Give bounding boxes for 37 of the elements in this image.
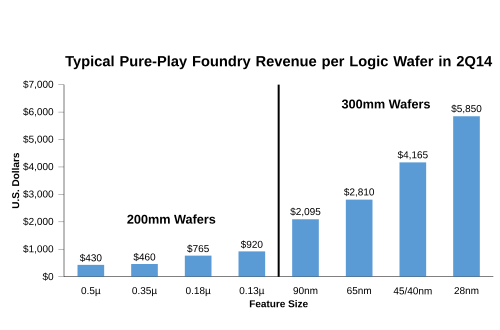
bar: [184, 256, 212, 277]
y-tick-label: $3,000: [23, 190, 54, 199]
bar: [292, 219, 319, 277]
annotation: 200mm Wafers: [127, 214, 216, 224]
data-label: $2,810: [344, 188, 374, 197]
x-tick-label: 28nm: [454, 287, 478, 294]
bar: [131, 264, 158, 277]
data-label: $430: [80, 254, 102, 262]
bar: [453, 116, 480, 277]
data-label: $920: [240, 240, 263, 248]
data-label: $4,165: [398, 150, 428, 160]
y-tick-label: $0: [42, 272, 54, 281]
bar: [346, 200, 372, 277]
bar: [78, 264, 104, 277]
bar: [238, 251, 266, 277]
x-tick-label: 0.18µ: [186, 287, 211, 296]
y-tick-label: $2,000: [23, 217, 54, 226]
y-tick-label: $7,000: [23, 80, 54, 90]
y-tick-label: $6,000: [23, 108, 54, 116]
x-tick-label: 65nm: [347, 287, 372, 294]
data-label: $765: [187, 244, 209, 253]
data-label: $2,095: [290, 208, 320, 216]
chart-title: Typical Pure-Play Foundry Revenue per Logic Wafer in 2Q14: [65, 56, 492, 70]
x-tick-label: 90nm: [293, 287, 318, 294]
y-tick-label: $4,000: [23, 162, 54, 172]
x-tick-label: 0.13µ: [240, 287, 264, 296]
bar: [399, 162, 426, 277]
annotation: 300mm Wafers: [342, 99, 430, 109]
x-axis-title: Feature Size: [250, 300, 308, 308]
x-tick-label: 0.35µ: [132, 287, 157, 296]
y-tick-label: $1,000: [23, 244, 54, 254]
y-axis-title: U.S. Dollars: [12, 153, 20, 208]
data-label: $460: [133, 253, 156, 262]
x-tick-label: 0.5µ: [81, 287, 100, 296]
x-tick-label: 45/40nm: [394, 287, 432, 294]
y-tick-label: $5,000: [23, 135, 54, 144]
data-label: $5,850: [451, 104, 482, 114]
